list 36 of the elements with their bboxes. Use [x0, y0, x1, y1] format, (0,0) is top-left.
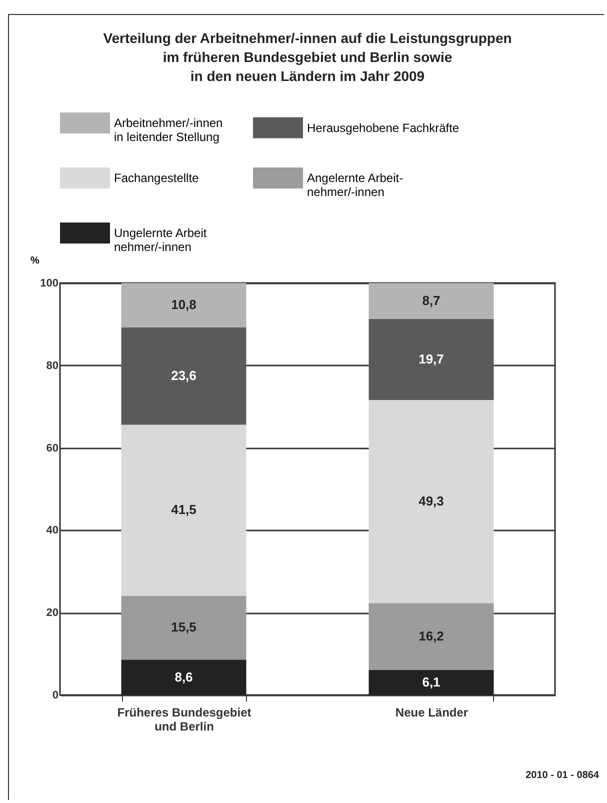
chart-title: Verteilung der Arbeitnehmer/-innen auf die Leistungsgruppen im früheren Bundesgebiet und Berlin sowie in den neuen Ländern im Jahr 2009: [103, 30, 512, 84]
data-label: 10,8: [171, 297, 196, 312]
data-label: 16,2: [418, 628, 444, 644]
bar: [121, 424, 246, 596]
bar: [368, 318, 494, 400]
data-label: 15,5: [171, 620, 196, 635]
legend-label: Arbeitnehmer/-innen in leitender Stellung: [114, 116, 223, 144]
bar: [121, 660, 246, 695]
data-label: 8,6: [174, 669, 193, 684]
data-label: 49,3: [418, 494, 444, 509]
y-tick-label: 40: [46, 524, 58, 537]
x-tick-label: Früheres Bundesgebiet und Berlin: [117, 706, 252, 734]
bar: [368, 400, 494, 604]
bar: [368, 283, 494, 319]
legend-label: Fachangestellte: [114, 171, 200, 185]
data-label: 41,5: [171, 502, 196, 518]
bar: [368, 670, 494, 695]
bar: [121, 327, 246, 425]
data-label: 19,7: [418, 351, 444, 366]
data-label: 6,1: [422, 674, 440, 690]
bar: [121, 596, 246, 660]
legend-label: Ungelernte Arbeit nehmer/-innen: [114, 226, 208, 254]
y-axis-title: %: [30, 256, 40, 266]
bar: [368, 603, 494, 670]
legend-label: Herausgehobene Fachkräfte: [307, 120, 460, 135]
data-label: 8,7: [422, 292, 440, 308]
y-tick-label: 20: [46, 607, 58, 620]
y-tick-label: 60: [46, 442, 58, 454]
legend-label: Angelernte Arbeit- nehmer/-innen: [307, 171, 404, 199]
y-tick-label: 100: [40, 278, 58, 290]
bar: [121, 283, 246, 328]
data-label: 23,6: [171, 368, 196, 384]
y-tick-label: 0: [52, 690, 58, 702]
y-tick-label: 80: [46, 360, 58, 372]
text: 2010 - 01 - 0864: [526, 770, 599, 781]
x-tick-label: Neue Länder: [395, 706, 468, 720]
